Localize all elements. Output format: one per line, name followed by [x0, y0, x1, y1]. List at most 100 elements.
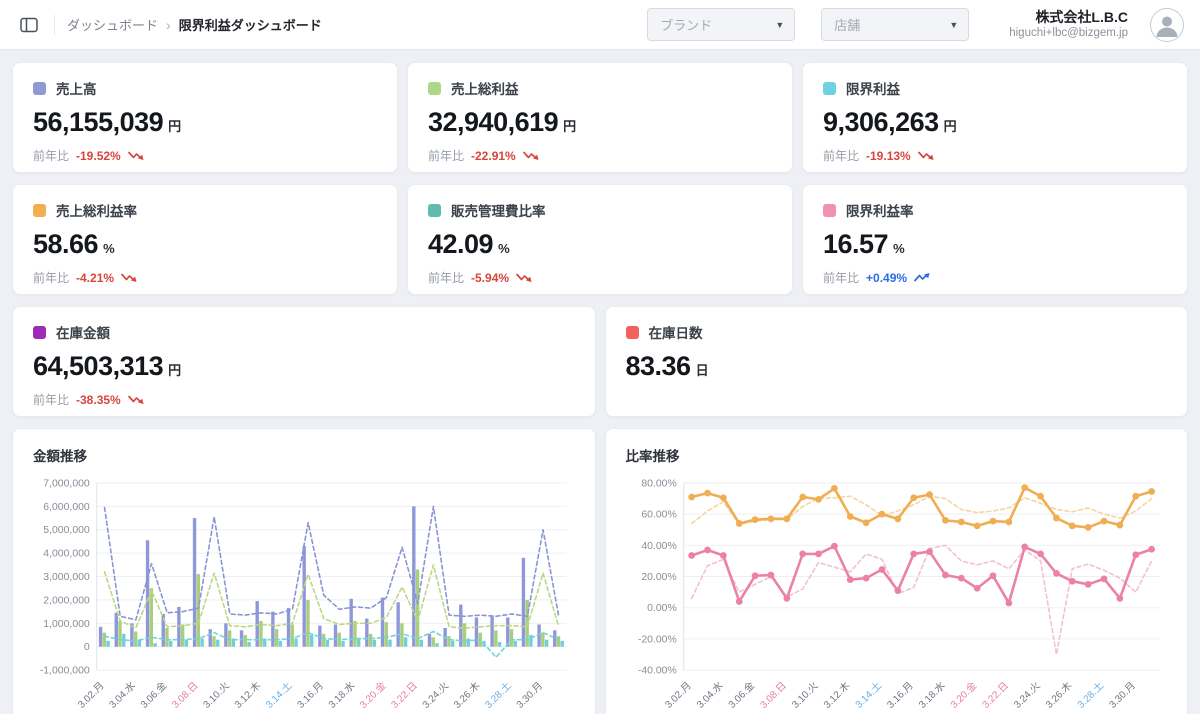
- kpi-value: 64,503,313: [33, 351, 164, 381]
- kpi-value: 42.09: [428, 229, 494, 259]
- sidebar-toggle-icon: [20, 17, 38, 32]
- account-info: 株式会社L.B.C higuchi+lbc@bizgem.jp: [1009, 9, 1128, 41]
- svg-text:3.16.月: 3.16.月: [295, 680, 326, 711]
- chevron-down-icon: ▼: [949, 19, 959, 30]
- svg-text:3.12.木: 3.12.木: [821, 680, 852, 711]
- yoy-label: 前年比: [33, 271, 70, 285]
- kpi-card-sales: 売上高 56,155,039 円 前年比 -19.52%: [12, 62, 398, 173]
- dashboard-content: 売上高 56,155,039 円 前年比 -19.52% 売上総利益 32,94…: [0, 50, 1200, 714]
- yoy-value: -19.52%: [76, 148, 121, 163]
- svg-text:3.26.木: 3.26.木: [1043, 680, 1074, 711]
- svg-text:3.24.火: 3.24.火: [421, 680, 451, 710]
- company-name: 株式会社L.B.C: [1035, 8, 1128, 25]
- svg-text:6,000,000: 6,000,000: [43, 502, 90, 513]
- brand-select[interactable]: ブランド ▼: [647, 8, 796, 41]
- svg-text:3.06.金: 3.06.金: [137, 679, 169, 711]
- inventory-days-color-swatch: [625, 325, 639, 339]
- svg-text:0.00%: 0.00%: [647, 603, 677, 614]
- svg-text:3.26.木: 3.26.木: [451, 680, 482, 711]
- svg-text:3.28.土: 3.28.土: [1074, 679, 1106, 711]
- svg-text:60.00%: 60.00%: [641, 510, 676, 521]
- svg-text:3.08.日: 3.08.日: [170, 680, 200, 710]
- ratio-trend-chart-card: 比率推移 -40.00% -20.00% 0.00% 20.00% 40.00% 60.0…: [604, 428, 1188, 714]
- kpi-label: 在庫日数: [648, 326, 703, 341]
- breadcrumb: ダッシュボード › 限界利益ダッシュボード: [67, 15, 322, 34]
- kpi-value: 58.66: [33, 229, 99, 259]
- svg-text:3.18.水: 3.18.水: [916, 680, 947, 711]
- svg-text:3.20.金: 3.20.金: [357, 679, 389, 711]
- svg-text:3.04.水: 3.04.水: [694, 680, 725, 711]
- svg-text:3.10.火: 3.10.火: [790, 680, 820, 710]
- yoy-value: -19.13%: [866, 148, 911, 163]
- yoy-value: -5.94%: [471, 270, 510, 285]
- svg-text:3.20.金: 3.20.金: [947, 679, 979, 711]
- breadcrumb-dashboard[interactable]: ダッシュボード: [67, 18, 159, 33]
- page-title: 限界利益ダッシュボード: [178, 18, 322, 33]
- inventory-amount-color-swatch: [33, 325, 46, 339]
- kpi-label: 売上高: [56, 82, 97, 97]
- svg-text:2,000,000: 2,000,000: [43, 595, 90, 606]
- amount-chart-title: 金額推移: [33, 449, 87, 464]
- avatar[interactable]: [1150, 7, 1184, 42]
- kpi-value: 56,155,039: [33, 107, 164, 137]
- marginal-profit-color-swatch: [823, 81, 836, 95]
- kpi-card-marginal-profit: 限界利益 9,306,263 円 前年比 -19.13%: [802, 62, 1188, 173]
- svg-text:20.00%: 20.00%: [641, 572, 676, 583]
- trend-down-icon: [121, 273, 137, 282]
- kpi-label: 在庫金額: [56, 326, 110, 341]
- kpi-unit: %: [103, 241, 115, 256]
- ratio-trend-chart: -40.00% -20.00% 0.00% 20.00% 40.00% 60.00% 80.…: [637, 478, 1160, 711]
- svg-text:80.00%: 80.00%: [641, 478, 676, 489]
- kpi-value: 83.36: [625, 351, 692, 381]
- trend-down-icon: [127, 151, 144, 160]
- store-select[interactable]: 店舗 ▼: [821, 8, 970, 41]
- kpi-unit: %: [893, 241, 905, 256]
- yoy-label: 前年比: [428, 149, 465, 163]
- svg-text:-1,000,000: -1,000,000: [40, 666, 90, 677]
- yoy-label: 前年比: [33, 393, 70, 407]
- svg-text:3.02.月: 3.02.月: [76, 680, 107, 711]
- kpi-unit: 円: [943, 119, 957, 134]
- yoy-value: -4.21%: [76, 270, 115, 285]
- kpi-value: 16.57: [823, 229, 889, 259]
- yoy-label: 前年比: [33, 149, 70, 163]
- marginal-rate-color-swatch: [823, 203, 836, 217]
- kpi-label: 売上総利益: [451, 82, 519, 97]
- trend-down-icon: [522, 151, 539, 160]
- svg-text:3.08.日: 3.08.日: [758, 680, 788, 710]
- svg-text:3.16.月: 3.16.月: [884, 680, 915, 711]
- account-email: higuchi+lbc@bizgem.jp: [1009, 27, 1128, 40]
- kpi-card-gross-profit: 売上総利益 32,940,619 円 前年比 -22.91%: [407, 62, 793, 173]
- kpi-label: 限界利益: [846, 82, 900, 97]
- sidebar-toggle-button[interactable]: [16, 13, 42, 37]
- kpi-card-gross-margin-rate: 売上総利益率 58.66 % 前年比 -4.21%: [12, 184, 398, 295]
- svg-text:3.30.月: 3.30.月: [1106, 680, 1137, 711]
- svg-text:-40.00%: -40.00%: [637, 666, 676, 677]
- svg-text:1,000,000: 1,000,000: [43, 619, 90, 630]
- svg-text:40.00%: 40.00%: [641, 541, 676, 552]
- svg-text:5,000,000: 5,000,000: [43, 525, 90, 536]
- trend-up-icon: [914, 273, 930, 282]
- kpi-unit: 円: [168, 363, 182, 378]
- kpi-label: 限界利益率: [846, 204, 914, 219]
- breadcrumb-chevron-icon: ›: [166, 16, 171, 33]
- trend-down-icon: [917, 151, 934, 160]
- svg-text:7,000,000: 7,000,000: [43, 478, 90, 489]
- svg-text:-20.00%: -20.00%: [637, 634, 676, 645]
- yoy-value: +0.49%: [866, 270, 908, 285]
- svg-text:3.24.火: 3.24.火: [1012, 680, 1042, 710]
- yoy-value: -38.35%: [76, 392, 121, 407]
- kpi-label: 売上総利益率: [56, 204, 137, 219]
- top-bar: ダッシュボード › 限界利益ダッシュボード ブランド ▼ 店舗 ▼ 株式会社L.…: [0, 0, 1200, 50]
- gross-margin-color-swatch: [33, 203, 46, 217]
- trend-down-icon: [127, 395, 144, 404]
- kpi-value: 9,306,263: [823, 107, 939, 137]
- svg-text:0: 0: [84, 642, 90, 653]
- kpi-card-inventory-days: 在庫日数 83.36 日: [604, 306, 1188, 417]
- kpi-card-sga-ratio: 販売管理費比率 42.09 % 前年比 -5.94%: [407, 184, 793, 295]
- svg-text:3.28.土: 3.28.土: [482, 679, 514, 711]
- yoy-value: -22.91%: [471, 148, 516, 163]
- svg-text:3.14.土: 3.14.土: [263, 679, 295, 711]
- amount-trend-chart-card: 金額推移 -1,000,000 0 1,000,000 2,000,000 3,000,…: [12, 428, 596, 714]
- svg-text:3.22.日: 3.22.日: [980, 680, 1010, 710]
